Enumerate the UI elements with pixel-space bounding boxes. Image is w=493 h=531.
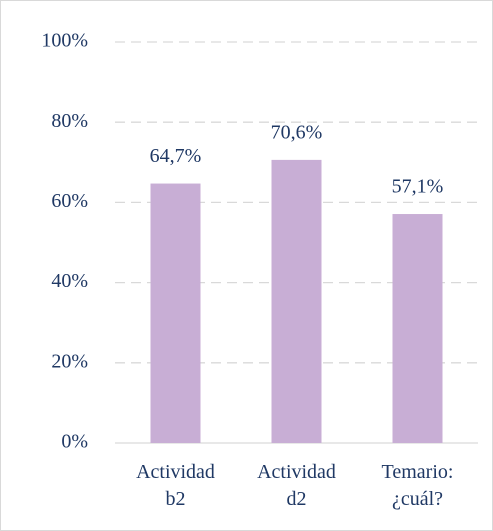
- bar: [271, 159, 322, 444]
- x-tick-label: Actividad b2: [136, 461, 215, 510]
- x-tick-label-line: ¿cuál?: [392, 488, 443, 510]
- y-tick-label: 60%: [51, 190, 88, 212]
- y-tick-label: 0%: [61, 431, 88, 453]
- data-label: 70,6%: [271, 121, 323, 143]
- y-tick-label: 100%: [41, 30, 88, 52]
- x-tick-label: Temario: ¿cuál?: [382, 461, 454, 510]
- y-tick-label: 20%: [51, 350, 88, 372]
- x-tick-label-line: Temario:: [382, 461, 454, 483]
- y-tick-label: 80%: [51, 110, 88, 132]
- bar: [392, 214, 443, 443]
- x-tick-label-line: b2: [166, 488, 186, 510]
- x-tick-label-line: Actividad: [136, 461, 215, 483]
- data-label: 64,7%: [150, 145, 202, 167]
- data-label: 57,1%: [392, 176, 444, 198]
- bar: [150, 183, 201, 444]
- x-tick-label: Actividad d2: [257, 461, 336, 510]
- y-tick-label: 40%: [51, 270, 88, 292]
- x-tick-label-line: d2: [287, 488, 307, 510]
- x-tick-label-line: Actividad: [257, 461, 336, 483]
